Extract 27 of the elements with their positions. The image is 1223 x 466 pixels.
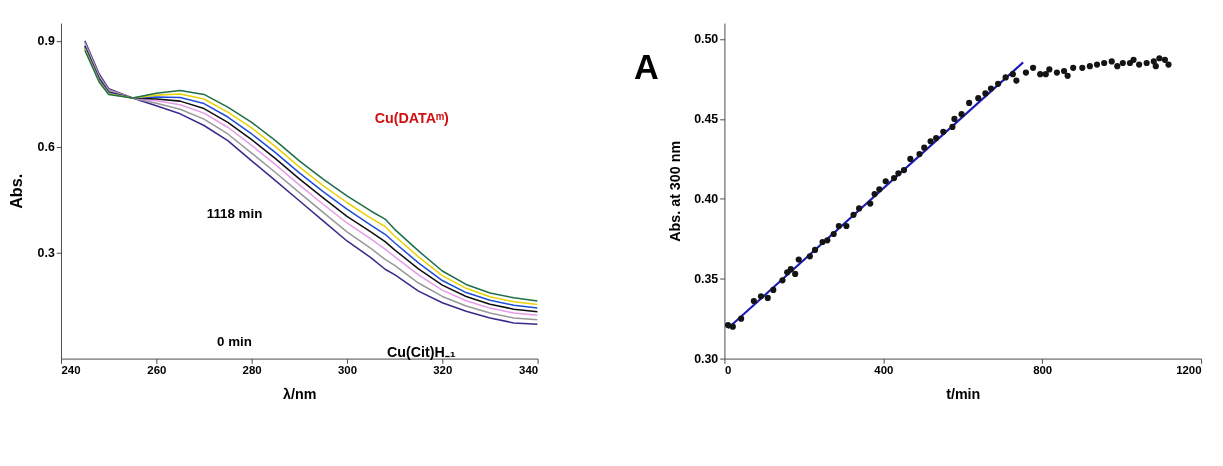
y-tick-label: 0.45 — [694, 112, 719, 127]
annotation: Cu(DATAᵐ) — [374, 110, 450, 127]
x-tick-label: 280 — [242, 364, 262, 377]
x-tick-label: 400 — [874, 364, 894, 377]
x-tick-label: 0 — [724, 364, 732, 377]
y-tick-label: 0.40 — [694, 192, 719, 207]
x-tick-label: 800 — [1033, 364, 1053, 377]
y-tick-label: 0.9 — [37, 34, 55, 49]
x-axis-title: λ/nm — [283, 386, 317, 403]
x-tick-label: 240 — [61, 364, 81, 377]
y-tick-label: 0.35 — [694, 272, 719, 287]
annotation: Cu(Cit)H₋₁ — [386, 343, 456, 360]
x-tick-label: 340 — [519, 364, 539, 377]
x-tick-label: 1200 — [1176, 364, 1202, 377]
x-tick-label: 300 — [337, 364, 357, 377]
y-tick-label: 0.30 — [694, 351, 719, 366]
y-tick-label: 0.50 — [694, 32, 719, 47]
annotation: 1118 min — [206, 205, 263, 221]
x-axis-title: t/min — [946, 386, 981, 403]
y-axis-title: Abs. at 300 nm — [666, 140, 683, 242]
x-tick-label: 320 — [433, 364, 453, 377]
x-tick-label: 260 — [147, 364, 167, 377]
annotation: 0 min — [217, 334, 252, 350]
y-tick-label: 0.3 — [37, 245, 55, 260]
text: A — [633, 48, 659, 87]
y-axis-title: Abs. — [7, 173, 26, 209]
y-tick-label: 0.6 — [37, 139, 55, 154]
